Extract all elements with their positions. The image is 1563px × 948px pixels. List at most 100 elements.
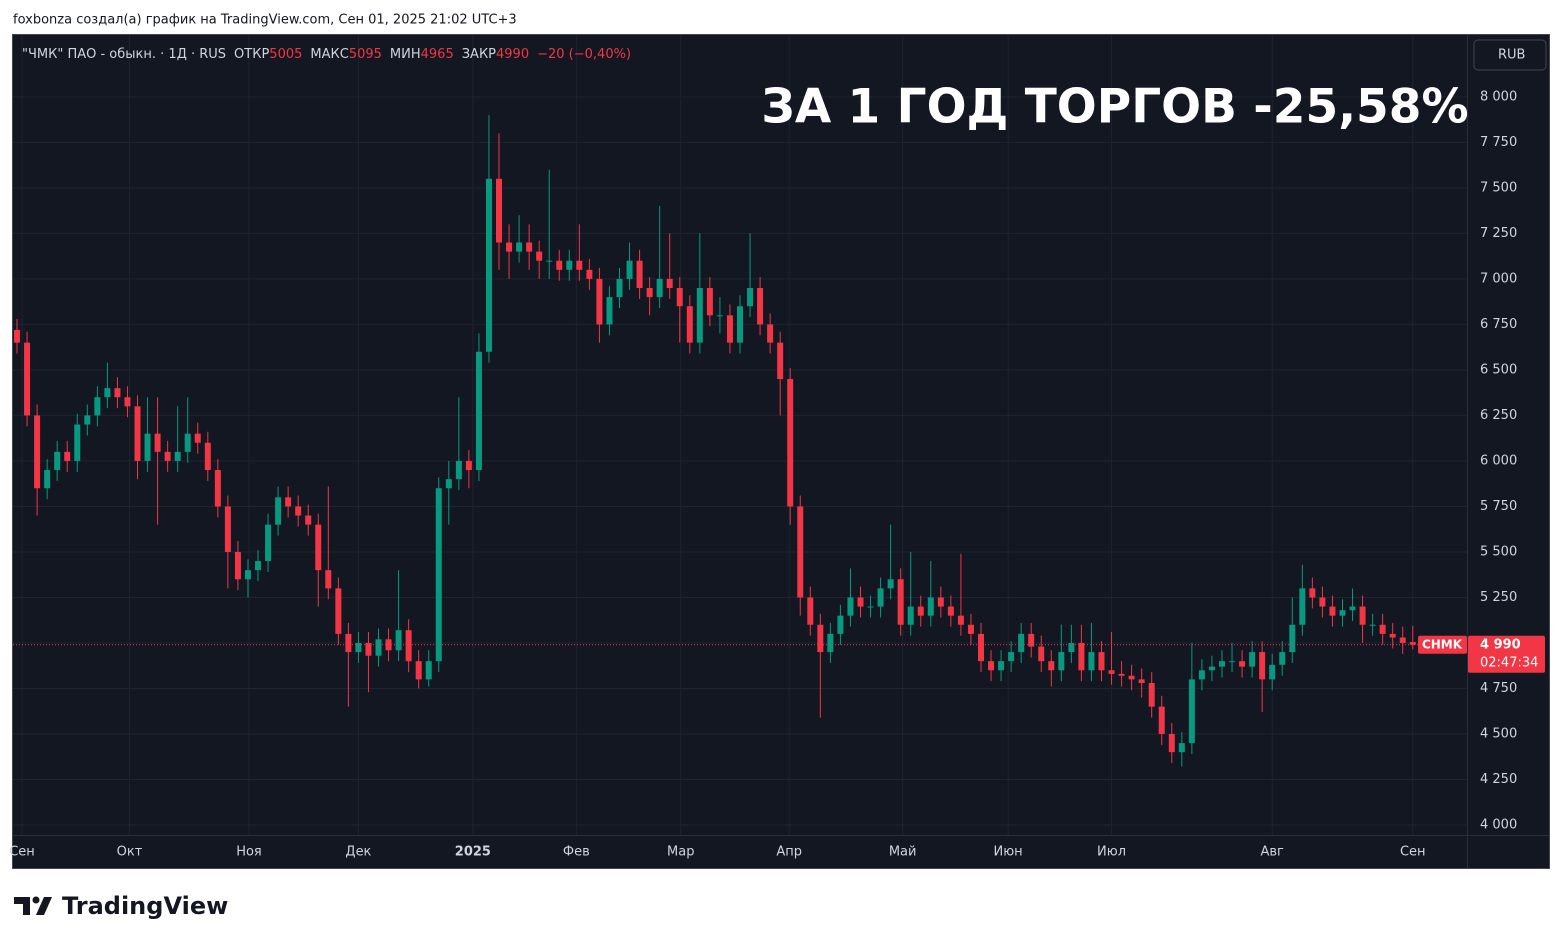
candle-body (1409, 642, 1416, 645)
candle-body (345, 633, 352, 653)
candle-body (325, 570, 332, 589)
candle-body (124, 397, 131, 407)
candle-body (1369, 624, 1376, 626)
annotation: ЗА 1 ГОД ТОРГОВ -25,58% (761, 80, 1468, 135)
candle-body (1048, 661, 1055, 671)
candle-body (696, 288, 703, 343)
candle-body (335, 588, 342, 634)
candle-body (907, 606, 914, 625)
candle-body (234, 551, 241, 580)
candle-body (887, 579, 894, 589)
candle-body (576, 260, 583, 270)
y-tick-label: 7 750 (1480, 135, 1517, 150)
candle-body (305, 515, 312, 525)
logo-icon (14, 896, 52, 915)
ohlc-value: 4990 (496, 47, 529, 62)
y-tick-label: 6 250 (1480, 408, 1517, 423)
candle-body (1068, 642, 1075, 653)
price-tag-label: 4 990 (1480, 637, 1521, 652)
logo-text: TradingView (62, 892, 228, 920)
candle-body (1289, 624, 1296, 653)
currency: RUB (1498, 48, 1525, 63)
candle-body (947, 606, 954, 616)
candle-body (174, 451, 181, 461)
x-tick-label: Фев (563, 845, 590, 860)
candle-body (1259, 652, 1266, 680)
ticker-tag (1418, 635, 1467, 654)
candle-body (134, 406, 141, 461)
candle-body (1188, 679, 1195, 744)
y-tick-label: 5 750 (1480, 499, 1517, 514)
candle-body (1038, 646, 1045, 662)
candle-body (194, 433, 201, 443)
candle-body (1389, 633, 1396, 638)
candle-body (1028, 633, 1035, 647)
candle-body (1279, 652, 1286, 665)
candle-body (285, 497, 292, 507)
candle-body (877, 588, 884, 607)
candle-body (405, 630, 412, 662)
candle-body (1329, 606, 1336, 616)
symbol-legend: "ЧМК" ПАО - обыкн. · 1Д · RUS ОТКР5005 МАК… (22, 47, 631, 62)
y-tick-label: 4 750 (1480, 681, 1517, 696)
x-tick-label: Ноя (236, 845, 262, 860)
candle-body (1359, 606, 1366, 625)
candle-body (295, 506, 302, 516)
countdown: 02:47:34 (1480, 655, 1538, 670)
candle-body (747, 288, 754, 307)
y-tick-label: 8 000 (1480, 89, 1517, 104)
candle-body (807, 597, 814, 625)
candle-body (977, 633, 984, 662)
y-tick-label: 7 000 (1480, 271, 1517, 286)
candle-body (1269, 664, 1276, 680)
candle-body (686, 306, 693, 343)
y-tick-label: 5 500 (1480, 544, 1517, 559)
candle-body (1319, 597, 1326, 607)
x-tick-label: Мар (667, 845, 694, 860)
candle-body (224, 506, 231, 552)
candle-body (857, 597, 864, 607)
currency-box[interactable] (1473, 39, 1547, 71)
candle-body (44, 470, 51, 489)
candle-body (1349, 606, 1356, 611)
y-tick-label: 6 750 (1480, 317, 1517, 332)
candle-body (455, 460, 462, 480)
candle-body (315, 524, 322, 571)
candle-body (395, 630, 402, 651)
candle-body (656, 278, 663, 298)
candle-body (1249, 652, 1256, 667)
candle-body (1178, 743, 1185, 753)
candle-body (415, 661, 422, 680)
candle-body (1018, 633, 1025, 653)
symbol-title: "ЧМК" ПАО - обыкн. · 1Д · RUS (22, 47, 226, 62)
ohlc-label: ОТКР (234, 47, 269, 62)
price-tag (1468, 635, 1545, 673)
candle-body (787, 379, 794, 507)
change: −20 (−0,40%) (537, 47, 631, 62)
candle-body (214, 470, 221, 507)
candle-body (244, 570, 251, 580)
candle-body (516, 242, 523, 252)
candle-body (435, 488, 442, 662)
candle-body (566, 260, 573, 270)
candle-body (475, 351, 482, 471)
candle-body (897, 579, 904, 625)
candle-body (365, 642, 372, 656)
ohlc-label: МИН (390, 47, 421, 62)
ohlc-value: 4965 (421, 47, 454, 62)
x-tick-label: Июл (1097, 845, 1126, 860)
candle-body (275, 497, 282, 525)
candle-body (465, 460, 472, 471)
candle-body (616, 278, 623, 298)
candle-body (1008, 652, 1015, 662)
x-tick-label: Сен (9, 845, 35, 860)
candle-body (988, 661, 995, 671)
candle-body (204, 442, 211, 471)
candle-body (1108, 670, 1115, 674)
candle-body (1088, 652, 1095, 671)
ohlc-value: 5005 (269, 47, 302, 62)
candle-body (265, 524, 272, 562)
candle-body (596, 278, 603, 325)
candle-body (104, 388, 111, 398)
candle-body (1339, 610, 1346, 616)
